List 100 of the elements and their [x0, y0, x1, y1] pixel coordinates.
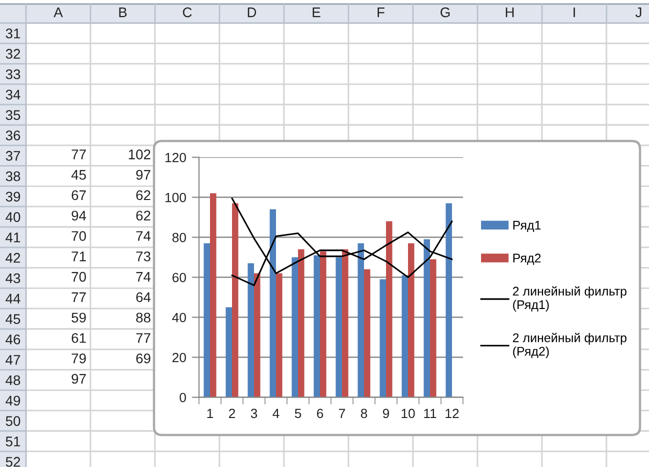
data-label: 88 — [136, 312, 150, 323]
legend-label: 2 линейный фильтр (Ряд2) — [512, 332, 626, 358]
y-tick-label: 37 — [6, 150, 20, 161]
y-tick-label: 39 — [6, 192, 20, 202]
bar — [402, 275, 408, 398]
data-label: 77 — [72, 292, 86, 302]
y-tick-label: 100 — [165, 192, 186, 202]
x-tick-label: 9 — [382, 408, 390, 418]
data-label: 97 — [136, 170, 150, 180]
data-label: 45 — [71, 170, 86, 180]
y-tick-label: 49 — [6, 396, 20, 406]
data-label: 74 — [136, 231, 151, 241]
bar — [320, 251, 326, 398]
bar — [314, 255, 320, 398]
x-tick-label: J — [635, 8, 642, 18]
bar — [210, 193, 216, 398]
data-label: 69 — [136, 353, 150, 364]
data-label: 61 — [72, 333, 86, 343]
y-tick-label: 120 — [165, 152, 186, 162]
bar — [276, 273, 282, 398]
x-tick-label: 10 — [402, 408, 415, 418]
data-label: 79 — [72, 353, 86, 364]
y-tick-label: 40 — [6, 212, 20, 222]
y-tick-label: 34 — [6, 90, 20, 100]
y-tick-label: 0 — [180, 392, 186, 402]
legend-label: Ряд1 — [513, 220, 541, 232]
y-tick-label: 41 — [6, 232, 20, 242]
y-tick-label: 40 — [172, 312, 186, 322]
data-label: 71 — [72, 252, 86, 262]
y-tick-label: 42 — [6, 252, 20, 263]
bar — [380, 279, 386, 398]
y-tick-label: 50 — [6, 416, 20, 426]
x-tick-label: 2 — [228, 408, 236, 418]
bar — [248, 263, 254, 398]
x-tick-label: A — [54, 8, 63, 18]
bar — [358, 243, 364, 398]
data-label: 94 — [72, 210, 86, 221]
x-tick-label: 11 — [424, 408, 436, 418]
x-tick-label: B — [119, 8, 127, 18]
x-tick-label: I — [574, 8, 575, 18]
data-label: 70 — [72, 231, 86, 241]
x-tick-label: 3 — [250, 408, 258, 418]
bar — [386, 221, 392, 398]
data-label: 77 — [72, 150, 86, 160]
y-tick-label: 80 — [172, 232, 186, 242]
data-label: 64 — [136, 292, 151, 302]
y-tick-label: 20 — [172, 352, 186, 362]
x-tick-label: 6 — [317, 408, 324, 418]
bar — [364, 269, 370, 398]
bar — [226, 307, 232, 398]
data-label: 102 — [128, 149, 150, 160]
x-tick-label: F — [378, 8, 384, 18]
y-tick-label: 33 — [6, 69, 20, 80]
data-label: 73 — [136, 251, 150, 262]
bar — [446, 203, 452, 398]
y-tick-label: 51 — [6, 436, 20, 446]
x-tick-label: 4 — [272, 408, 280, 418]
legend-label: Ряд2 — [513, 254, 541, 265]
y-tick-label: 60 — [172, 272, 186, 282]
bar — [424, 239, 430, 398]
bar — [408, 243, 414, 398]
data-label: 70 — [72, 272, 86, 282]
y-tick-label: 48 — [6, 375, 20, 386]
y-tick-label: 35 — [6, 110, 20, 120]
data-label: 74 — [136, 272, 151, 282]
bar — [204, 243, 210, 398]
x-tick-label: H — [506, 8, 514, 18]
x-tick-label: 5 — [294, 408, 302, 418]
data-label: 77 — [136, 333, 150, 343]
x-tick-label: 1 — [207, 408, 214, 418]
data-label: 97 — [72, 374, 86, 384]
data-label: 59 — [72, 312, 86, 323]
y-tick-label: 36 — [6, 130, 20, 140]
bar — [254, 273, 260, 398]
x-tick-label: 8 — [360, 408, 368, 418]
bar — [298, 249, 304, 398]
bar — [430, 259, 436, 398]
data-label: 62 — [136, 210, 150, 221]
data-label: 67 — [72, 190, 86, 200]
x-tick-label: 7 — [339, 408, 346, 418]
y-tick-label: 46 — [6, 334, 20, 344]
x-tick-label: E — [312, 8, 320, 18]
y-tick-label: 43 — [6, 273, 20, 284]
y-tick-label: 47 — [6, 355, 20, 365]
x-tick-label: C — [182, 7, 192, 18]
x-tick-label: 12 — [446, 408, 459, 418]
y-tick-label: 45 — [6, 314, 20, 324]
x-tick-label: G — [440, 7, 450, 18]
legend-label: 2 линейный фильтр (Ряд1) — [512, 286, 626, 312]
y-tick-label: 31 — [6, 28, 20, 38]
bar — [270, 209, 276, 398]
x-tick-label: D — [248, 8, 256, 18]
bar — [342, 249, 348, 398]
y-tick-label: 38 — [6, 171, 20, 182]
y-tick-label: 32 — [6, 48, 20, 59]
bar — [232, 203, 238, 398]
data-label: 62 — [136, 190, 150, 200]
bar — [336, 257, 342, 398]
y-tick-label: 44 — [6, 294, 20, 304]
bar — [292, 257, 298, 398]
